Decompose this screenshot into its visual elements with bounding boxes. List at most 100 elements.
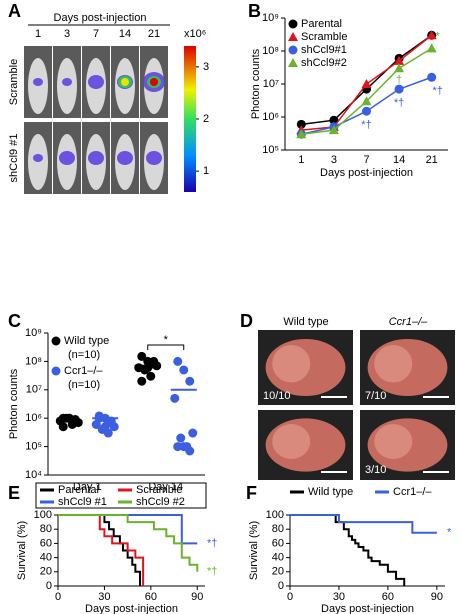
signal: [33, 154, 43, 162]
marker: [328, 125, 339, 135]
annotation: *†: [207, 537, 217, 549]
annotation: *: [447, 527, 452, 539]
x-axis-label: Days post-injection: [321, 603, 414, 614]
x-tick-label: 7: [363, 154, 369, 166]
x-tick-label: 21: [426, 154, 438, 166]
fraction-label: 3/10: [365, 464, 386, 476]
legend-label: Ccr1–/–: [64, 365, 103, 377]
panel-letter: D: [240, 311, 253, 331]
x-tick-label: 30: [333, 591, 345, 603]
dot: [188, 428, 198, 438]
column-label: Wild type: [283, 316, 328, 328]
y-tick-label: 0: [46, 580, 52, 592]
column-label: 3: [64, 28, 70, 40]
y-tick-label: 80: [272, 523, 284, 535]
marker: [296, 129, 307, 139]
y-tick-label: 10⁶: [262, 111, 279, 123]
dot: [170, 393, 180, 403]
marker: [426, 30, 437, 40]
x-tick-label: 0: [55, 591, 61, 603]
liver-lobe: [374, 345, 413, 383]
y-axis-label: Photon counts: [250, 48, 262, 119]
signal: [88, 151, 104, 165]
signal: [117, 151, 133, 165]
legend-label: Scramble: [136, 484, 182, 496]
legend-label: Parental: [58, 484, 99, 496]
x-tick-label: 90: [431, 591, 443, 603]
fraction-label: 7/10: [365, 390, 386, 402]
survival-curve: [290, 514, 437, 534]
y-tick-label: 20: [272, 566, 284, 578]
legend-label: shCcl9#1: [301, 44, 347, 56]
dot: [137, 351, 147, 361]
annotation: *†: [432, 85, 442, 97]
marker: [394, 55, 405, 65]
y-tick-label: 0: [278, 580, 284, 592]
marker: [329, 115, 339, 125]
y-tick-label: 10⁶: [25, 412, 42, 424]
x-tick-label: Day 14: [148, 481, 183, 493]
legend-label: shCcl9#2: [301, 57, 347, 69]
dot: [173, 356, 183, 366]
signal: [33, 78, 43, 86]
column-label: 7: [93, 28, 99, 40]
marker: [288, 19, 298, 29]
survival-curve: [58, 514, 145, 586]
panel-letter: E: [8, 483, 20, 503]
y-tick-label: 10⁹: [262, 12, 279, 24]
dot: [100, 422, 110, 432]
survival-curve: [58, 514, 199, 572]
marker: [362, 106, 371, 116]
legend-marker: [51, 366, 61, 376]
y-tick-label: 10⁴: [25, 469, 42, 481]
signal: [59, 151, 75, 165]
legend-n: (n=10): [68, 379, 100, 391]
y-axis-label: Survival (%): [248, 521, 260, 580]
column-label: 14: [119, 28, 131, 40]
marker: [361, 96, 372, 106]
colorbar: [184, 46, 196, 192]
signal: [146, 151, 162, 165]
legend-label: Parental: [301, 18, 342, 30]
annotation: †: [396, 74, 402, 86]
row-label: Scramble: [8, 59, 20, 105]
dot: [176, 433, 186, 443]
x-tick-label: 60: [382, 591, 394, 603]
colorbar-tick-label: 2: [203, 113, 209, 125]
dot: [179, 365, 189, 375]
survival-curve: [290, 514, 406, 586]
marker: [296, 119, 306, 129]
colorbar-tick-label: 3: [203, 61, 209, 73]
x-tick-label: 90: [191, 591, 203, 603]
marker: [288, 58, 298, 67]
legend-label: shCcl9 #1: [58, 496, 107, 508]
dot: [179, 442, 189, 452]
legend-label: Wild type: [308, 486, 353, 498]
significance-bracket: [147, 344, 185, 350]
marker: [426, 43, 437, 53]
y-tick-label: 20: [40, 566, 52, 578]
x-tick-label: 14: [393, 154, 405, 166]
y-tick-label: 40: [40, 552, 52, 564]
x-tick-label: 60: [145, 591, 157, 603]
signal: [62, 78, 72, 86]
dot: [149, 356, 159, 366]
legend-n: (n=10): [68, 349, 100, 361]
panel-letter: F: [246, 483, 257, 503]
x-tick-label: 3: [331, 154, 337, 166]
fraction-label: 10/10: [263, 390, 291, 402]
marker: [361, 79, 372, 88]
y-tick-label: 100: [34, 509, 52, 521]
y-tick-label: 60: [272, 537, 284, 549]
dot: [137, 376, 147, 386]
y-tick-label: 10⁸: [262, 45, 279, 57]
legend-label: shCcl9 #2: [136, 496, 185, 508]
marker: [427, 72, 437, 82]
y-tick-label: 10⁸: [25, 355, 42, 367]
dot: [143, 363, 153, 373]
y-tick-label: 60: [40, 537, 52, 549]
legend-label: Wild type: [64, 335, 109, 347]
annotation: *: [164, 334, 169, 346]
annotation: *†: [361, 119, 371, 131]
panel-letter: C: [8, 311, 21, 331]
